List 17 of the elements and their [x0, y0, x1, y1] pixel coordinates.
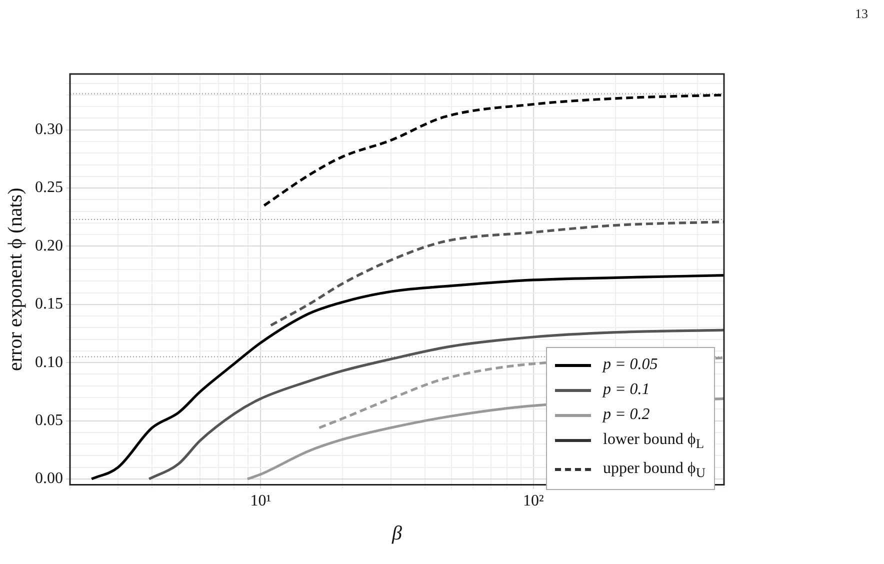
y-tick-label: 0.00 [35, 470, 63, 488]
x-axis-title: β [391, 522, 402, 544]
y-tick-label: 0.10 [35, 354, 63, 371]
y-tick-label: 0.20 [35, 237, 63, 254]
legend-label: p = 0.1 [603, 380, 650, 398]
y-tick-label: 0.30 [35, 121, 63, 138]
y-tick-label: 0.25 [35, 179, 63, 196]
y-axis-title: error exponent ϕ (nats) [4, 188, 26, 372]
legend-label: p = 0.2 [603, 406, 650, 423]
x-tick-label: 10¹ [250, 492, 272, 510]
annotation: upper bound ϕ$_{U}$ [603, 460, 706, 480]
x-tick-label: 10² [522, 492, 544, 510]
annotation: lower bound ϕ$_{L}$ [603, 430, 704, 451]
legend-label: p = 0.05 [603, 356, 658, 373]
text: 13 [855, 6, 868, 22]
y-tick-label: 0.15 [35, 296, 63, 313]
y-tick-label: 0.05 [35, 412, 63, 429]
